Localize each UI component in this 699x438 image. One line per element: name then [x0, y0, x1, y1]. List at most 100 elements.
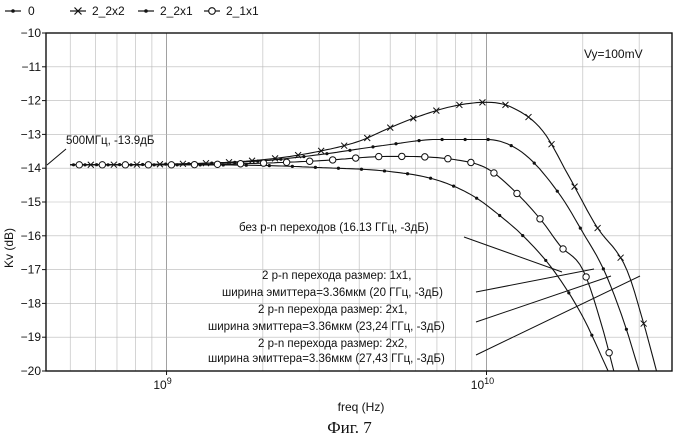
annotations: Vy=100mV 500МГц, -13.9дБ без p-n переход…	[47, 47, 643, 365]
data-point	[283, 159, 289, 165]
data-point	[549, 141, 555, 147]
y-tick-label: −10	[21, 26, 42, 40]
data-point	[533, 161, 536, 164]
x-tick-label: 109	[153, 376, 171, 392]
data-point	[502, 102, 508, 108]
data-point	[498, 214, 501, 217]
y-tick-label: −15	[21, 195, 42, 209]
y-tick-label: −13	[21, 127, 42, 141]
y-tick-label: −20	[21, 364, 42, 378]
data-point	[602, 267, 605, 270]
data-point	[260, 160, 266, 166]
figure-caption: Фиг. 7	[0, 418, 699, 438]
data-point	[214, 161, 220, 167]
data-point	[579, 227, 582, 230]
data-point	[525, 114, 531, 120]
data-point	[237, 161, 243, 167]
data-point	[122, 162, 128, 168]
data-point	[268, 164, 271, 167]
data-point	[145, 162, 151, 168]
data-point	[76, 162, 82, 168]
data-point	[464, 138, 467, 141]
data-point	[383, 169, 386, 172]
data-point	[394, 142, 397, 145]
data-point	[325, 152, 328, 155]
legend-item-2_2x2: 2_2x2	[70, 4, 125, 18]
x-tick-label: 1010	[471, 376, 494, 392]
data-point	[429, 177, 432, 180]
data-point	[510, 144, 513, 147]
series-2_2x1	[70, 138, 639, 371]
data-point	[441, 138, 444, 141]
data-point	[625, 328, 628, 331]
data-point	[595, 225, 601, 231]
legend-label-2_2x1: 2_2x1	[160, 4, 193, 18]
data-point	[544, 259, 547, 262]
annotation-2x1-leader	[476, 276, 611, 322]
annotation-2x2-line2: ширина эмиттера=3.36мкм (27,43 ГГц, -3дБ…	[208, 353, 445, 365]
data-point	[353, 155, 359, 161]
legend-item-2_1x1: 2_1x1	[204, 4, 259, 18]
y-tick-label: −17	[21, 263, 42, 277]
data-point	[371, 145, 374, 148]
annotation-2x2-line1: 2 p-n перехода размер: 2x2,	[258, 338, 407, 350]
data-point	[567, 291, 570, 294]
data-point	[291, 165, 294, 168]
legend-label-2_2x2: 2_2x2	[92, 4, 125, 18]
x-axis-label: freq (Hz)	[338, 400, 385, 414]
data-point	[572, 184, 578, 190]
data-point	[514, 190, 520, 196]
y-axis-label: Kv (dB)	[2, 228, 16, 268]
data-point	[468, 159, 474, 165]
y-tick-label: −12	[21, 94, 42, 108]
data-point	[537, 216, 543, 222]
data-point	[422, 154, 428, 160]
vy-annotation: Vy=100mV	[584, 47, 643, 61]
data-point	[306, 158, 312, 164]
data-point	[279, 158, 282, 161]
annotation-2x1-line2: ширина эмиттера=3.36мкм (23,24 ГГц, -3дБ…	[208, 321, 445, 333]
annotation-2x2-leader	[476, 276, 640, 355]
annotation-1x1-leader	[476, 269, 594, 292]
data-point	[376, 153, 382, 159]
annotation-2x1-line1: 2 p-n перехода размер: 2x1,	[258, 304, 407, 316]
legend-label-0: 0	[28, 4, 35, 18]
data-point	[452, 185, 455, 188]
data-point	[445, 155, 451, 161]
point-annotation-leader	[47, 149, 66, 165]
data-point	[360, 168, 363, 171]
data-point	[168, 162, 174, 168]
data-point	[337, 167, 340, 170]
data-point	[417, 139, 420, 142]
data-point	[256, 160, 259, 163]
data-point	[314, 166, 317, 169]
x-axis: 109 1010	[153, 371, 494, 392]
annotation-1x1-line1: 2 p-n перехода размер: 1x1,	[262, 270, 411, 282]
data-point	[302, 155, 305, 158]
legend: 0 2_2x2 2_2x1 2_1x1	[5, 4, 259, 18]
y-tick-label: −16	[21, 229, 42, 243]
y-axis: −10−11−12−13−14−15−16−17−18−19−20	[21, 26, 46, 378]
annotation-1x1-line2: ширина эмиттера=3.36мкм (20 ГГц, -3дБ)	[222, 287, 443, 299]
series-line-2_2x1	[70, 140, 639, 372]
annotation-no-pn: без p-n переходов (16.13 ГГц, -3дБ)	[239, 222, 429, 234]
annotation-no-pn-leader	[464, 237, 562, 272]
data-point	[590, 334, 593, 337]
data-point	[583, 274, 589, 280]
y-tick-label: −14	[21, 161, 42, 175]
data-point	[618, 255, 624, 261]
data-point	[606, 350, 612, 356]
data-point	[364, 135, 370, 141]
data-point	[348, 149, 351, 152]
data-point	[329, 157, 335, 163]
data-point	[433, 108, 439, 114]
legend-item-2_2x1: 2_2x1	[138, 4, 193, 18]
data-point	[406, 172, 409, 175]
y-tick-label: −11	[22, 60, 42, 74]
data-point	[475, 197, 478, 200]
data-point	[491, 170, 497, 176]
legend-item-0: 0	[5, 4, 35, 18]
y-tick-label: −19	[21, 330, 42, 344]
data-point	[487, 138, 490, 141]
